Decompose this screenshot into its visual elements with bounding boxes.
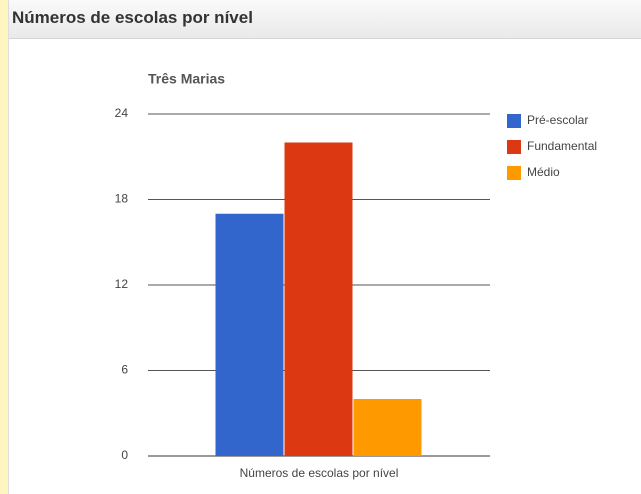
bar	[284, 142, 353, 456]
chart-title: Três Marias	[148, 71, 225, 87]
y-tick-label: 18	[115, 192, 129, 206]
legend-swatch	[507, 166, 521, 180]
legend-label: Pré-escolar	[527, 113, 588, 127]
legend-label: Fundamental	[527, 139, 597, 153]
legend-swatch	[507, 140, 521, 154]
bar	[215, 213, 284, 456]
x-tick-label: Números de escolas por nível	[240, 466, 399, 480]
bar	[353, 399, 422, 456]
y-tick-label: 12	[115, 277, 129, 291]
panel-title: Números de escolas por nível	[12, 8, 253, 27]
y-tick-label: 0	[121, 448, 128, 462]
panel-header: Números de escolas por nível	[9, 0, 641, 39]
y-tick-label: 24	[115, 106, 129, 120]
y-tick-label: 6	[121, 363, 128, 377]
legend-label: Médio	[527, 165, 560, 179]
legend-swatch	[507, 114, 521, 128]
